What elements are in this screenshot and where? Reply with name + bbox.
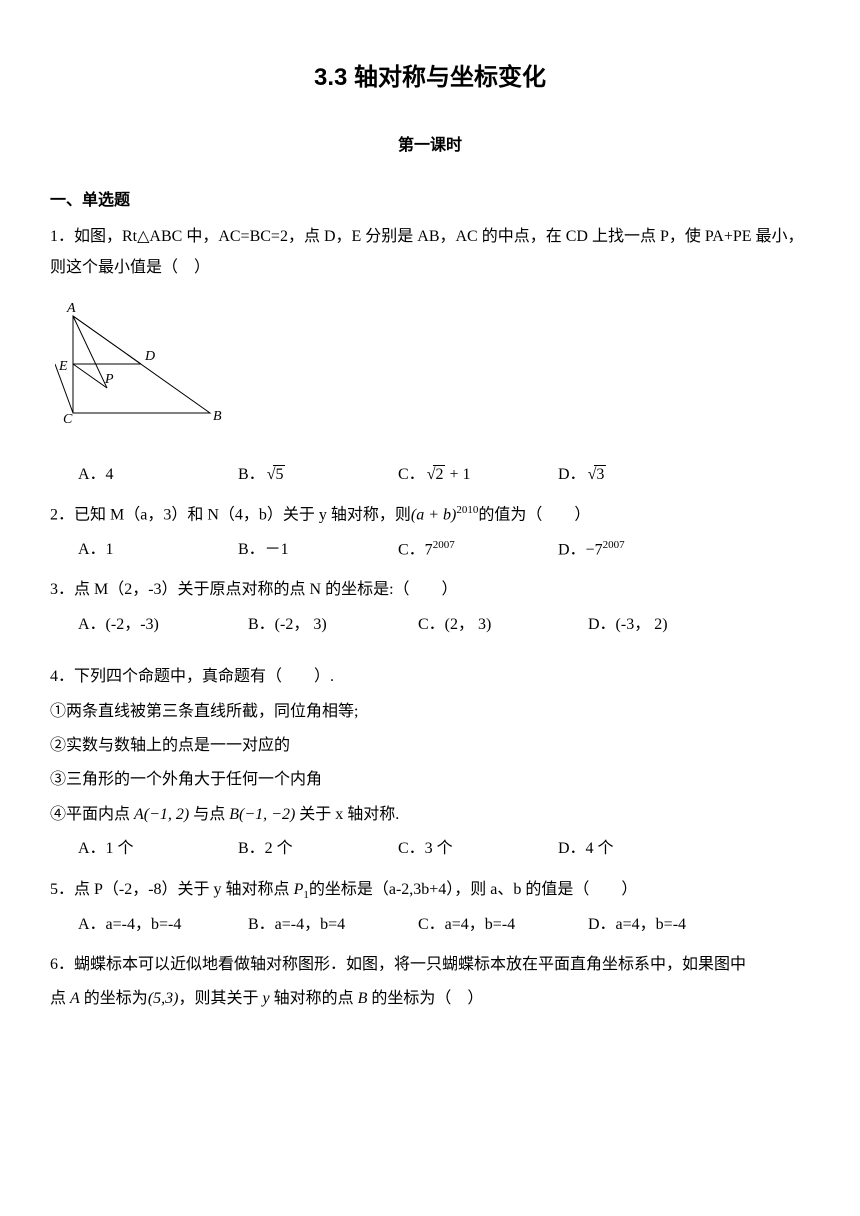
q4-statement-3: ③三角形的一个外角大于任何一个内角: [50, 765, 810, 795]
q5-option-a: A．a=-4，b=-4: [78, 910, 248, 940]
q2-options: A．1 B．－1 C．72007 D．−72007: [50, 535, 810, 566]
q4-statement-1: ①两条直线被第三条直线所截，同位角相等;: [50, 697, 810, 727]
q2-option-b: B．－1: [238, 535, 398, 566]
q3-text: 3．点 M（2，-3）关于原点对称的点 N 的坐标是:（ ）: [50, 575, 810, 605]
q5-option-b: B．a=-4，b=4: [248, 910, 418, 940]
q1-option-c: C．2 + 1: [398, 460, 558, 490]
q1-option-b: B．5: [238, 460, 398, 490]
q3-option-d: D．(-3， 2): [588, 610, 758, 640]
q6-text-line1: 6．蝴蝶标本可以近似地看做轴对称图形．如图，将一只蝴蝶标本放在平面直角坐标系中，…: [50, 950, 810, 980]
q1-options: A．4 B．5 C．2 + 1 D．3: [50, 460, 810, 490]
vertex-p-label: P: [104, 372, 114, 387]
q4-statement-4: ④平面内点 A(−1, 2) 与点 B(−1, −2) 关于 x 轴对称.: [50, 800, 810, 830]
q6-text-line2: 点 A 的坐标为(5,3)，则其关于 y 轴对称的点 B 的坐标为（ ）: [50, 984, 810, 1014]
q4-option-a: A．1 个: [78, 834, 238, 864]
q2-text: 2．已知 M（a，3）和 N（4，b）关于 y 轴对称，则(a + b)2010…: [50, 500, 810, 531]
vertex-e-label: E: [58, 359, 68, 374]
q1-figure: A B C D E P: [55, 298, 810, 444]
q1-option-d: D．3: [558, 460, 718, 490]
q5-text: 5．点 P（-2，-8）关于 y 轴对称点 P1的坐标是（a-2,3b+4），则…: [50, 875, 810, 906]
vertex-b-label: B: [213, 409, 222, 424]
q4-options: A．1 个 B．2 个 C．3 个 D．4 个: [50, 834, 810, 864]
vertex-a-label: A: [66, 301, 76, 316]
q3-options: A．(-2，-3) B．(-2， 3) C．(2， 3) D．(-3， 2): [50, 610, 810, 640]
q3-option-a: A．(-2，-3): [78, 610, 248, 640]
q4-text: 4．下列四个命题中，真命题有（ ）.: [50, 662, 810, 692]
q3-option-c: C．(2， 3): [418, 610, 588, 640]
q2-option-c: C．72007: [398, 535, 558, 566]
q5-option-d: D．a=4，b=-4: [588, 910, 758, 940]
page-title: 3.3 轴对称与坐标变化: [50, 55, 810, 101]
q4-option-c: C．3 个: [398, 834, 558, 864]
q2-option-d: D．−72007: [558, 535, 718, 566]
lesson-subtitle: 第一课时: [50, 131, 810, 161]
q2-option-a: A．1: [78, 535, 238, 566]
q1-option-a: A．4: [78, 460, 238, 490]
vertex-c-label: C: [63, 412, 73, 427]
q3-option-b: B．(-2， 3): [248, 610, 418, 640]
vertex-d-label: D: [144, 349, 155, 364]
section-heading: 一、单选题: [50, 186, 810, 216]
q4-option-d: D．4 个: [558, 834, 718, 864]
q4-option-b: B．2 个: [238, 834, 398, 864]
q1-text: 1．如图，Rt△ABC 中，AC=BC=2，点 D，E 分别是 AB，AC 的中…: [50, 222, 810, 283]
q5-options: A．a=-4，b=-4 B．a=-4，b=4 C．a=4，b=-4 D．a=4，…: [50, 910, 810, 940]
q5-option-c: C．a=4，b=-4: [418, 910, 588, 940]
q4-statement-2: ②实数与数轴上的点是一一对应的: [50, 731, 810, 761]
